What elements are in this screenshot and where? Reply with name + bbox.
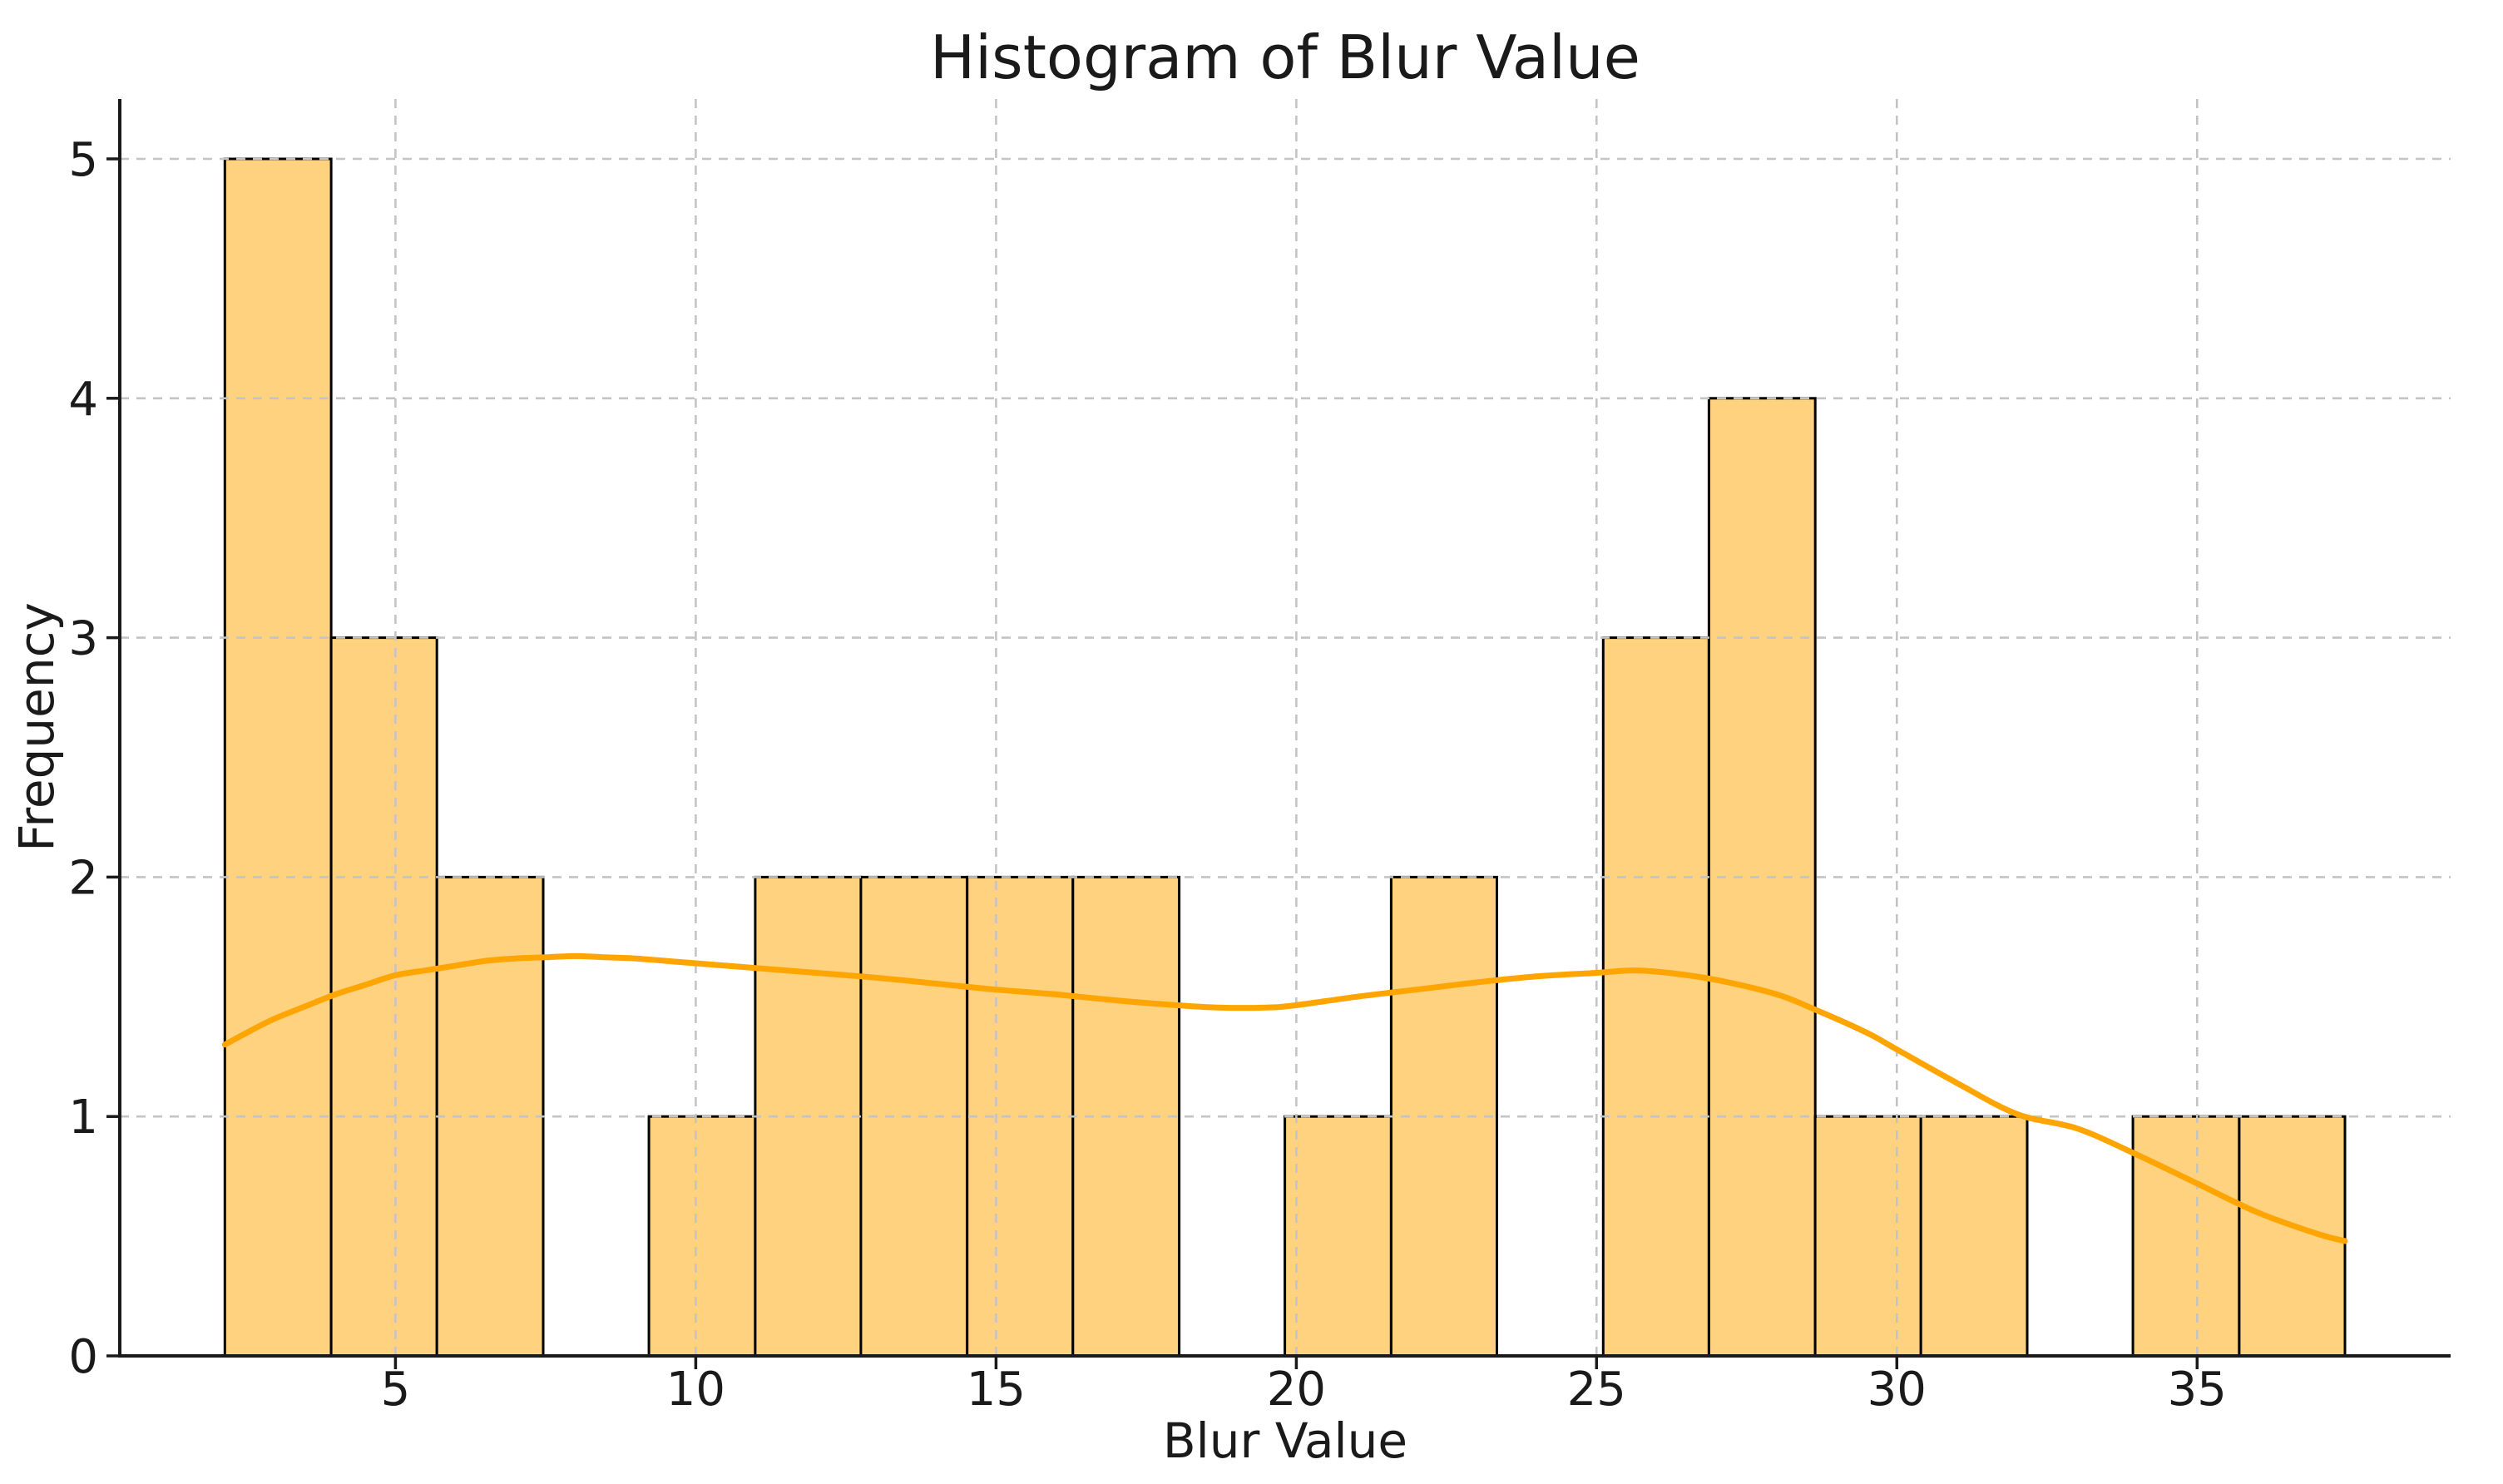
y-tick-label-4: 4 xyxy=(68,373,98,427)
y-tick-label-5: 5 xyxy=(68,133,98,187)
chart-title: Histogram of Blur Value xyxy=(930,22,1640,92)
x-axis-label: Blur Value xyxy=(1163,1412,1407,1469)
histogram-bar xyxy=(1813,1115,1922,1358)
y-tick-label-2: 2 xyxy=(68,851,98,905)
histogram-bar xyxy=(2131,1115,2241,1358)
axes-layer: 5 10 15 20 25 30 35 0 1 2 3 4 5 xyxy=(68,99,2451,1417)
histogram-bar xyxy=(1284,1115,1392,1358)
histogram-bar xyxy=(329,636,438,1358)
x-tick-label-10: 10 xyxy=(666,1363,725,1417)
y-tick-label-3: 3 xyxy=(68,612,98,666)
kde-curve xyxy=(221,952,2348,1244)
histogram-bar xyxy=(647,1115,757,1358)
histogram-bar xyxy=(223,157,333,1358)
y-axis-label: Frequency xyxy=(8,602,65,852)
x-tick-label-15: 15 xyxy=(967,1363,1026,1417)
y-tick-label-1: 1 xyxy=(68,1091,98,1145)
bars-layer xyxy=(223,157,2347,1358)
x-tick-label-20: 20 xyxy=(1267,1363,1326,1417)
y-tick-label-0: 0 xyxy=(68,1330,98,1384)
x-tick-label-25: 25 xyxy=(1567,1363,1626,1417)
x-tick-label-30: 30 xyxy=(1867,1363,1927,1417)
histogram-bar xyxy=(1601,636,1710,1358)
histogram-bar xyxy=(1919,1115,2029,1358)
histogram-bar xyxy=(859,875,969,1358)
grid-layer xyxy=(120,99,2451,1356)
x-tick-label-35: 35 xyxy=(2168,1363,2227,1417)
labels-layer: Histogram of Blur Value Blur Value Frequ… xyxy=(8,22,1640,1469)
kde-layer xyxy=(221,952,2348,1244)
x-tick-label-5: 5 xyxy=(381,1363,411,1417)
